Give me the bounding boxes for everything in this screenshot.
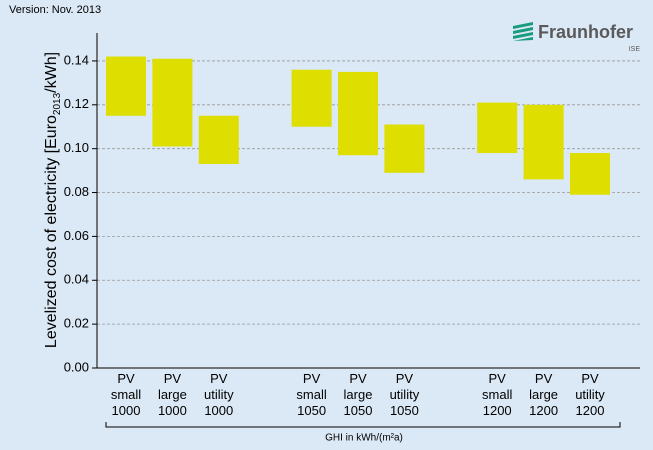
x-axis-label: GHI in kWh/(m²a): [325, 433, 403, 444]
y-label-part: /kWh]: [43, 52, 60, 93]
logo-name: Fraunhofer: [538, 22, 633, 42]
y-tick-label: 0.02: [64, 316, 89, 331]
x-tick-label-line: PV: [489, 371, 507, 386]
x-tick-label-line: small: [296, 387, 326, 402]
x-tick-label: PV small 1200: [482, 371, 512, 418]
bar: [106, 56, 146, 116]
bar: [198, 115, 239, 165]
x-tick-label-line: 1200: [483, 403, 512, 418]
x-tick-label-line: small: [482, 387, 512, 402]
bar: [338, 71, 378, 156]
x-tick-label-line: PV: [581, 371, 599, 386]
x-tick-label-line: 1000: [158, 403, 187, 418]
y-tick-label: 0.14: [64, 52, 89, 67]
x-tick-label-line: PV: [164, 371, 182, 386]
x-tick-label-line: PV: [349, 371, 367, 386]
x-tick-label-line: 1050: [344, 403, 373, 418]
bar: [291, 69, 332, 127]
x-tick-label: PV utility 1000: [204, 371, 234, 418]
x-tick-label-line: large: [344, 387, 373, 402]
y-label-part: Levelized cost of electricity [Euro: [43, 115, 60, 348]
x-bracket: [105, 422, 621, 428]
x-tick-label: PV small 1050: [296, 371, 326, 418]
x-tick-label-line: utility: [204, 387, 234, 402]
y-tick-label: 0.04: [64, 272, 89, 287]
bracket-line: [105, 422, 621, 428]
x-tick-label: PV utility 1200: [575, 371, 605, 418]
x-tick-label-line: PV: [210, 371, 228, 386]
y-tick-label: 0.12: [64, 96, 89, 111]
y-tick-label: 0.06: [64, 228, 89, 243]
x-tick-label-line: utility: [390, 387, 420, 402]
bar: [523, 104, 564, 180]
x-tick-label-line: utility: [575, 387, 605, 402]
x-tick-label-line: large: [529, 387, 558, 402]
x-tick-label-line: 1200: [529, 403, 558, 418]
y-label-sub: 2013: [52, 92, 63, 115]
x-tick-label: PV large 1200: [529, 371, 558, 418]
x-tick-label-line: 1050: [297, 403, 326, 418]
y-tick-label: 0.00: [64, 359, 89, 374]
bar: [152, 58, 193, 147]
x-tick-label: PV small 1000: [111, 371, 141, 418]
bar: [384, 124, 425, 173]
y-axis-label: Levelized cost of electricity [Euro2013/…: [43, 52, 62, 348]
x-tick-label-line: large: [158, 387, 187, 402]
version-note: Version: Nov. 2013: [9, 4, 101, 16]
y-tick-label: 0.08: [64, 184, 89, 199]
logo-icon: [513, 22, 533, 41]
x-tick-label-line: 1050: [390, 403, 419, 418]
bar: [477, 102, 518, 154]
x-tick-label-line: PV: [117, 371, 135, 386]
x-tick-label-line: 1000: [204, 403, 233, 418]
logo: Fraunhofer ISE: [513, 22, 640, 53]
x-tick-label-line: PV: [303, 371, 321, 386]
x-tick-label: PV large 1000: [158, 371, 187, 418]
x-tick-label-line: PV: [396, 371, 414, 386]
x-tick-label-line: 1000: [112, 403, 141, 418]
x-tick-label-line: small: [111, 387, 141, 402]
y-tick-label: 0.10: [64, 140, 89, 155]
x-tick-label-line: PV: [535, 371, 553, 386]
x-tick-label-line: 1200: [576, 403, 605, 418]
bar: [570, 153, 610, 195]
logo-sub: ISE: [629, 46, 641, 53]
x-tick-label: PV utility 1050: [390, 371, 420, 418]
x-tick-label: PV large 1050: [344, 371, 373, 418]
